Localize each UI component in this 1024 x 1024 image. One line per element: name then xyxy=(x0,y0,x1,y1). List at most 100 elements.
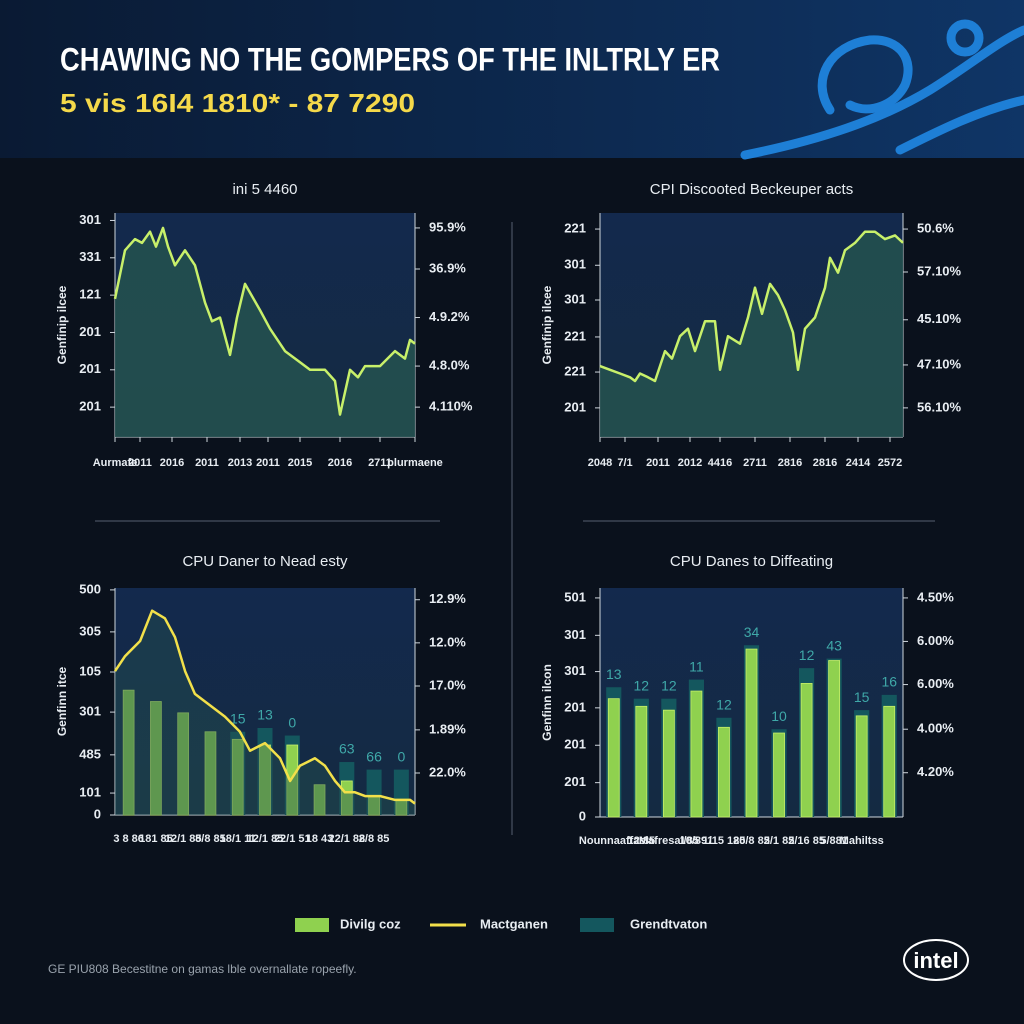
x-tick-label: 2016 xyxy=(328,457,352,469)
y-tick-label: 221 xyxy=(564,220,586,235)
logo-ring xyxy=(903,939,969,981)
bar xyxy=(177,712,190,816)
y-tick-label: 301 xyxy=(79,704,101,719)
x-tick-label: 7/1 xyxy=(617,457,632,469)
x-tick-label: 2816 xyxy=(813,457,837,469)
annotation: 63 xyxy=(339,741,355,757)
y2-tick-label: 4.110% xyxy=(429,399,473,414)
x-tick-label: Aurmafe xyxy=(93,457,138,469)
x-tick-label: 22/1 88 xyxy=(328,833,365,845)
bar xyxy=(122,689,135,816)
y2-tick-label: 6.00% xyxy=(917,633,954,648)
bar xyxy=(745,648,758,818)
x-tick-label: 8/8 85 xyxy=(195,833,226,845)
header-band xyxy=(0,0,1024,158)
area xyxy=(600,231,903,437)
y2-tick-label: 17.0% xyxy=(429,677,466,692)
x-tick-label: 12/1 85 xyxy=(247,833,284,845)
bar xyxy=(828,660,841,818)
x-tick-label: 181 85 xyxy=(139,833,173,845)
x-tick-label: 22/1 51 xyxy=(274,833,311,845)
y2-tick-label: 6.00% xyxy=(917,676,954,691)
x-tick-label: 2414 xyxy=(846,457,871,469)
x-tick-label: 2/8 85 xyxy=(359,833,390,845)
y2-tick-label: 4.20% xyxy=(917,764,954,779)
y2-tick-label: 4.9.2% xyxy=(429,309,470,324)
annotation: 15 xyxy=(230,710,246,726)
y2-tick-label: 4.50% xyxy=(917,589,954,604)
legend: Divilg coz Mactganen Grendtvaton xyxy=(295,916,707,932)
y2-tick-label: 22.0% xyxy=(429,764,466,779)
x-tick-label: 2011 xyxy=(195,457,219,469)
footer-note: GE PIU808 Becestitne on gamas lble overn… xyxy=(48,962,357,976)
x-tick-label: 2572 xyxy=(878,457,902,469)
bar xyxy=(204,731,217,816)
x-tick-label: 10/891 xyxy=(680,835,714,847)
x-tick-label: 12/1 85 xyxy=(165,833,202,845)
x-tick-label: 2711 xyxy=(743,457,767,469)
bar xyxy=(718,726,730,818)
bar xyxy=(635,705,648,818)
line xyxy=(113,226,416,416)
x-tick-label: 1/15 185 xyxy=(703,835,746,847)
page-title: CHAWING NO THE GOMPERS OF THE INLTRLY ER xyxy=(60,41,720,77)
y-axis-label: Genfinn ilcon xyxy=(540,664,554,741)
y-tick-label: 201 xyxy=(79,324,101,339)
y2-tick-label: 47.10% xyxy=(917,356,962,371)
bar xyxy=(150,701,162,816)
y2-tick-label: 12.0% xyxy=(429,634,466,649)
x-tick-label: 2/1 85 xyxy=(764,835,795,847)
legend-label: Divilg coz xyxy=(340,916,401,931)
logo: intel xyxy=(913,948,958,973)
y-tick-label: 201 xyxy=(564,699,586,714)
bar xyxy=(340,780,353,816)
bar xyxy=(313,784,326,816)
chart-title: CPU Daner to Nead esty xyxy=(182,553,348,570)
y-tick-label: 301 xyxy=(79,212,101,227)
y-tick-label: 121 xyxy=(79,287,101,302)
y2-tick-label: 50.6% xyxy=(917,220,954,235)
x-tick-label: 2/16 85 xyxy=(788,835,825,847)
x-tick-label: Mahiltss xyxy=(840,835,884,847)
y-tick-label: 101 xyxy=(79,784,101,799)
legend-label: Mactganen xyxy=(480,916,548,931)
x-tick-label: 18 43 xyxy=(306,833,334,845)
bar xyxy=(800,683,813,818)
annotation: 66 xyxy=(366,748,382,764)
legend-swatch xyxy=(295,918,329,932)
y-axis-label: Genfinn itce xyxy=(55,667,69,737)
y2-tick-label: 36.9% xyxy=(429,260,466,275)
annotation: 16 xyxy=(881,674,897,690)
annotation: 43 xyxy=(826,637,842,653)
x-tick-label: 2012 xyxy=(678,457,702,469)
x-tick-label: 2016 xyxy=(160,457,184,469)
y-tick-label: 301 xyxy=(564,291,586,306)
x-tick-label: 2015 xyxy=(288,457,312,469)
bar xyxy=(231,738,244,816)
bar xyxy=(259,744,271,816)
annotation: 15 xyxy=(854,689,870,705)
chart-title: ini 5 4460 xyxy=(232,181,297,198)
annotation: 11 xyxy=(689,658,704,674)
y2-tick-label: 4.00% xyxy=(917,721,954,736)
y-tick-label: 301 xyxy=(564,257,586,272)
bar xyxy=(607,698,620,818)
y2-tick-label: 1.89% xyxy=(429,721,466,736)
y-tick-label: 201 xyxy=(564,399,586,414)
line xyxy=(113,609,416,805)
y-tick-label: 0 xyxy=(579,808,586,823)
y-tick-label: 305 xyxy=(79,623,101,638)
annotation: 12 xyxy=(634,677,650,693)
legend-swatch xyxy=(580,918,614,932)
y-tick-label: 301 xyxy=(564,663,586,678)
x-tick-label: 2011 xyxy=(646,457,670,469)
page-subtitle: 5 vis 16I4 1810* - 87 7290 xyxy=(60,88,415,118)
annotation: 0 xyxy=(397,748,405,764)
y-tick-label: 485 xyxy=(79,746,101,761)
annotation: 0 xyxy=(288,714,296,730)
bar xyxy=(883,705,896,818)
annotation: 13 xyxy=(257,707,273,723)
y-tick-label: 500 xyxy=(79,581,101,596)
